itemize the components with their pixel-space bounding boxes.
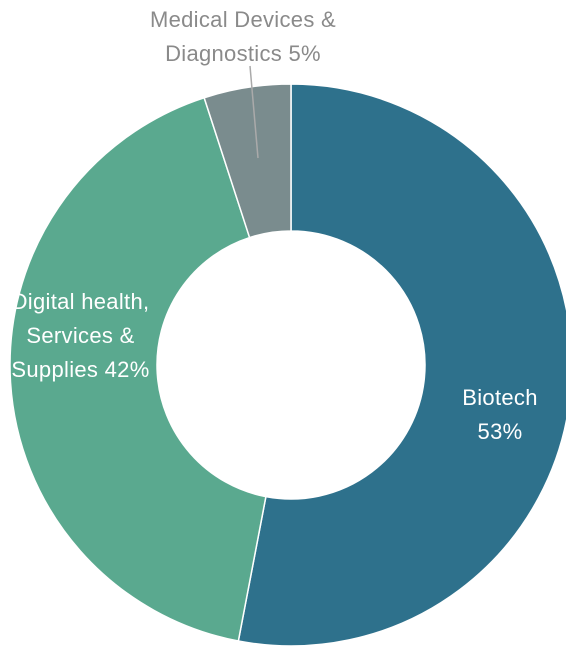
slice-label: Biotech 53% [445,381,555,449]
value-label: 5% [288,41,321,66]
category-label: Medical Devices & Diagnostics [149,7,337,66]
donut-slice [237,83,566,647]
value-label: 53% [477,419,523,444]
leader-line [249,65,259,159]
category-label: Biotech [462,385,538,410]
slice-label: Digital health, Services & Supplies 42% [8,285,153,387]
category-label: Digital health, Services & Supplies [11,289,150,382]
donut-slice [203,83,292,239]
slice-label: Medical Devices & Diagnostics 5% [112,3,374,71]
value-label: 42% [104,357,150,382]
donut-slice [9,96,267,642]
